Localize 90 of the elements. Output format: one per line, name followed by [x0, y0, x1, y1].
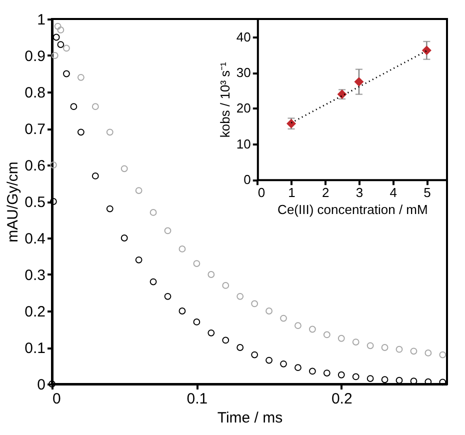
point — [366, 375, 374, 382]
point — [77, 74, 84, 81]
y-tick-label: 0.1 — [24, 340, 46, 357]
point — [308, 368, 316, 375]
x-axis-title: Time / ms — [217, 410, 283, 426]
point — [120, 234, 128, 242]
point — [280, 314, 287, 322]
point — [236, 292, 244, 300]
y-tick-label: 0 — [37, 376, 46, 394]
point — [77, 128, 84, 136]
x-tick-label: 2 — [322, 185, 330, 200]
point — [381, 344, 388, 351]
point — [396, 376, 403, 384]
point — [135, 187, 142, 194]
y-tick-label: 0.8 — [24, 84, 46, 102]
y-tick-label: 0.7 — [24, 121, 46, 138]
point — [106, 205, 114, 212]
point — [92, 103, 99, 110]
point — [396, 346, 403, 353]
point — [208, 329, 215, 336]
x-tick-label: 0.1 — [186, 390, 208, 408]
x-tick-label: 0.2 — [331, 390, 352, 408]
point — [410, 348, 418, 355]
point — [266, 356, 272, 364]
point — [338, 334, 345, 342]
y-tick-label: 0.2 — [24, 304, 46, 320]
y-tick-label: 0 — [244, 172, 251, 188]
point — [63, 44, 70, 52]
point — [338, 371, 345, 378]
point — [52, 34, 60, 41]
point — [57, 26, 64, 34]
point — [164, 227, 172, 234]
x-tick-label: 0 — [258, 185, 266, 200]
y-tick-label: 0.3 — [24, 267, 46, 284]
point — [424, 350, 432, 356]
point — [251, 351, 258, 358]
point — [381, 376, 388, 384]
point — [222, 282, 230, 289]
x-tick-label: 1 — [288, 185, 296, 200]
point — [251, 300, 258, 308]
point — [50, 162, 57, 168]
y-tick-label: 0.9 — [24, 48, 46, 65]
point — [51, 52, 58, 59]
point — [280, 360, 287, 368]
x-tick-label: 3 — [356, 185, 364, 200]
y-tick-label: 0.6 — [24, 158, 46, 174]
point — [266, 308, 272, 314]
y-tick-label: 40 — [236, 29, 251, 44]
point — [294, 322, 302, 330]
point — [352, 338, 360, 346]
x-tick-label: 5 — [424, 185, 431, 200]
point — [106, 128, 114, 136]
point — [57, 41, 64, 48]
point — [70, 103, 78, 110]
point — [92, 172, 99, 180]
point — [63, 70, 70, 78]
y-tick-label: 0.5 — [24, 194, 46, 211]
y-tick-label: 20 — [236, 100, 251, 116]
y-axis-title: mAU/Gy/cm — [4, 162, 22, 242]
point — [294, 364, 302, 372]
y-tick-label: 10 — [236, 136, 251, 152]
point — [236, 344, 244, 351]
point — [308, 326, 316, 333]
point — [164, 292, 172, 300]
point — [50, 198, 57, 205]
point — [366, 342, 374, 350]
y-tick-label: 30 — [236, 65, 251, 80]
point — [208, 271, 215, 278]
point — [323, 370, 330, 376]
point — [323, 331, 330, 338]
point — [150, 209, 157, 216]
point — [54, 22, 62, 30]
point — [352, 373, 360, 380]
point — [439, 351, 446, 358]
x-axis-title: Ce(III) concentration / mM — [278, 202, 428, 218]
point — [193, 260, 200, 267]
point — [150, 278, 157, 286]
point — [422, 46, 432, 56]
point — [178, 308, 186, 314]
point — [178, 246, 186, 252]
x-tick-label: 4 — [390, 185, 397, 200]
point — [222, 336, 230, 344]
point — [135, 256, 142, 264]
y-tick-label: 0.4 — [24, 230, 46, 248]
y-tick-label: 1 — [37, 12, 46, 28]
point — [120, 165, 128, 172]
point — [354, 77, 364, 87]
point — [193, 318, 200, 326]
y-axis-title: kobs / 10³ s⁻¹ — [217, 61, 232, 138]
x-tick-label: 0 — [52, 390, 61, 408]
